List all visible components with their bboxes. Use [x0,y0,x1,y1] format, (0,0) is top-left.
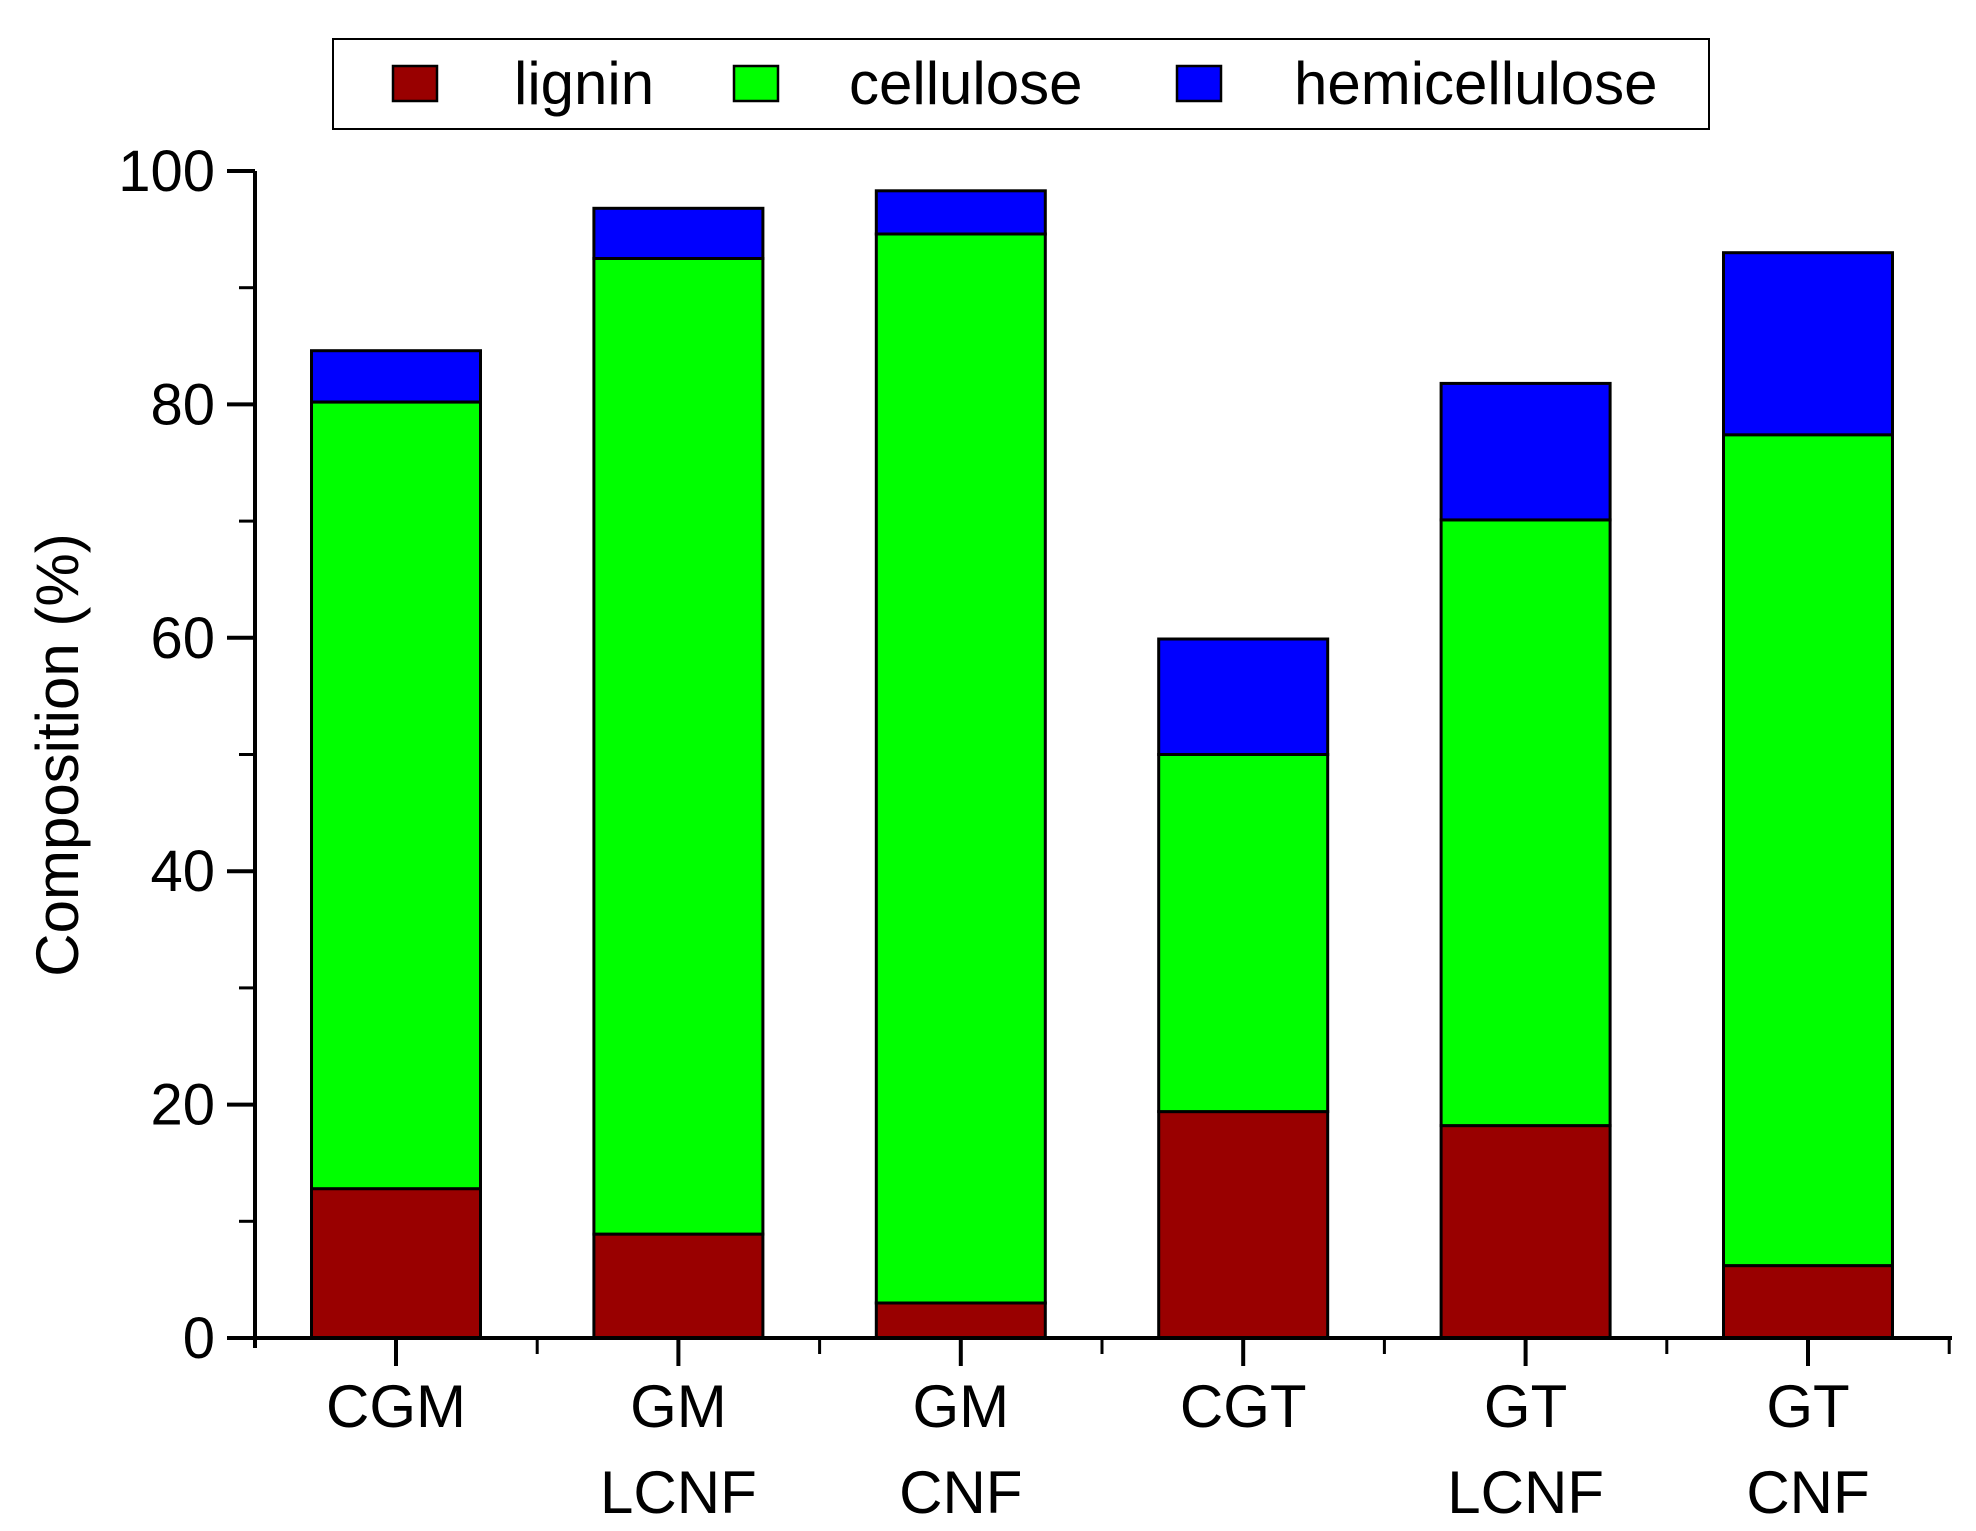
bar-hemicellulose-4 [1439,381,1612,522]
y-tick-label: 20 [150,1073,215,1138]
bar-hemicellulose-5 [1722,251,1894,437]
bars [310,189,1894,1340]
x-tick-label: CNF [1746,1459,1869,1526]
x-tick-label: GM [630,1373,727,1440]
y-tick-label: 0 [183,1306,215,1371]
bar-cellulose-1 [592,257,765,1236]
y-tick-label: 60 [150,606,215,671]
x-tick-label: GT [1484,1373,1567,1440]
bar-lignin-3 [1157,1110,1330,1340]
bar-lignin-0 [310,1187,482,1340]
y-axis-title: Composition (%) [24,533,91,976]
y-tick-label: 100 [118,139,215,204]
legend-swatch-hemicellulose [1175,64,1223,103]
bar-hemicellulose-0 [310,349,482,404]
legend-box [332,38,1710,130]
bar-lignin-2 [874,1301,1047,1340]
bar-lignin-5 [1722,1264,1894,1340]
bar-cellulose-0 [310,400,482,1191]
bar-hemicellulose-3 [1157,637,1330,756]
legend: lignin cellulose hemicellulose [332,38,1710,130]
bar-lignin-1 [592,1232,765,1340]
bar-hemicellulose-1 [592,206,765,261]
legend-swatch-cellulose [732,64,780,103]
legend-swatch-lignin [391,64,439,103]
x-tick-label: CNF [899,1459,1022,1526]
x-tick-label: GT [1766,1373,1849,1440]
bar-lignin-4 [1439,1124,1612,1340]
x-tick-label: CGT [1180,1373,1307,1440]
legend-label-cellulose: cellulose [849,50,1082,117]
y-tick-label: 40 [150,839,215,904]
bar-hemicellulose-2 [874,189,1047,236]
x-tick-label: LCNF [1447,1459,1604,1526]
bar-cellulose-4 [1439,518,1612,1128]
bar-cellulose-5 [1722,433,1894,1268]
bar-cellulose-3 [1157,753,1330,1114]
x-tick-label: GM [912,1373,1009,1440]
x-tick-label: CGM [326,1373,466,1440]
legend-label-lignin: lignin [514,50,654,117]
axes [227,169,1952,1366]
labels: 0 20 40 60 80 100 CGM GM LCNF GM CNF CGT GT LCNF GT CNF… [24,139,1870,1526]
y-tick-label: 80 [150,372,215,437]
bar-cellulose-2 [874,232,1047,1305]
x-tick-label: LCNF [600,1459,757,1526]
legend-label-hemicellulose: hemicellulose [1294,50,1658,117]
